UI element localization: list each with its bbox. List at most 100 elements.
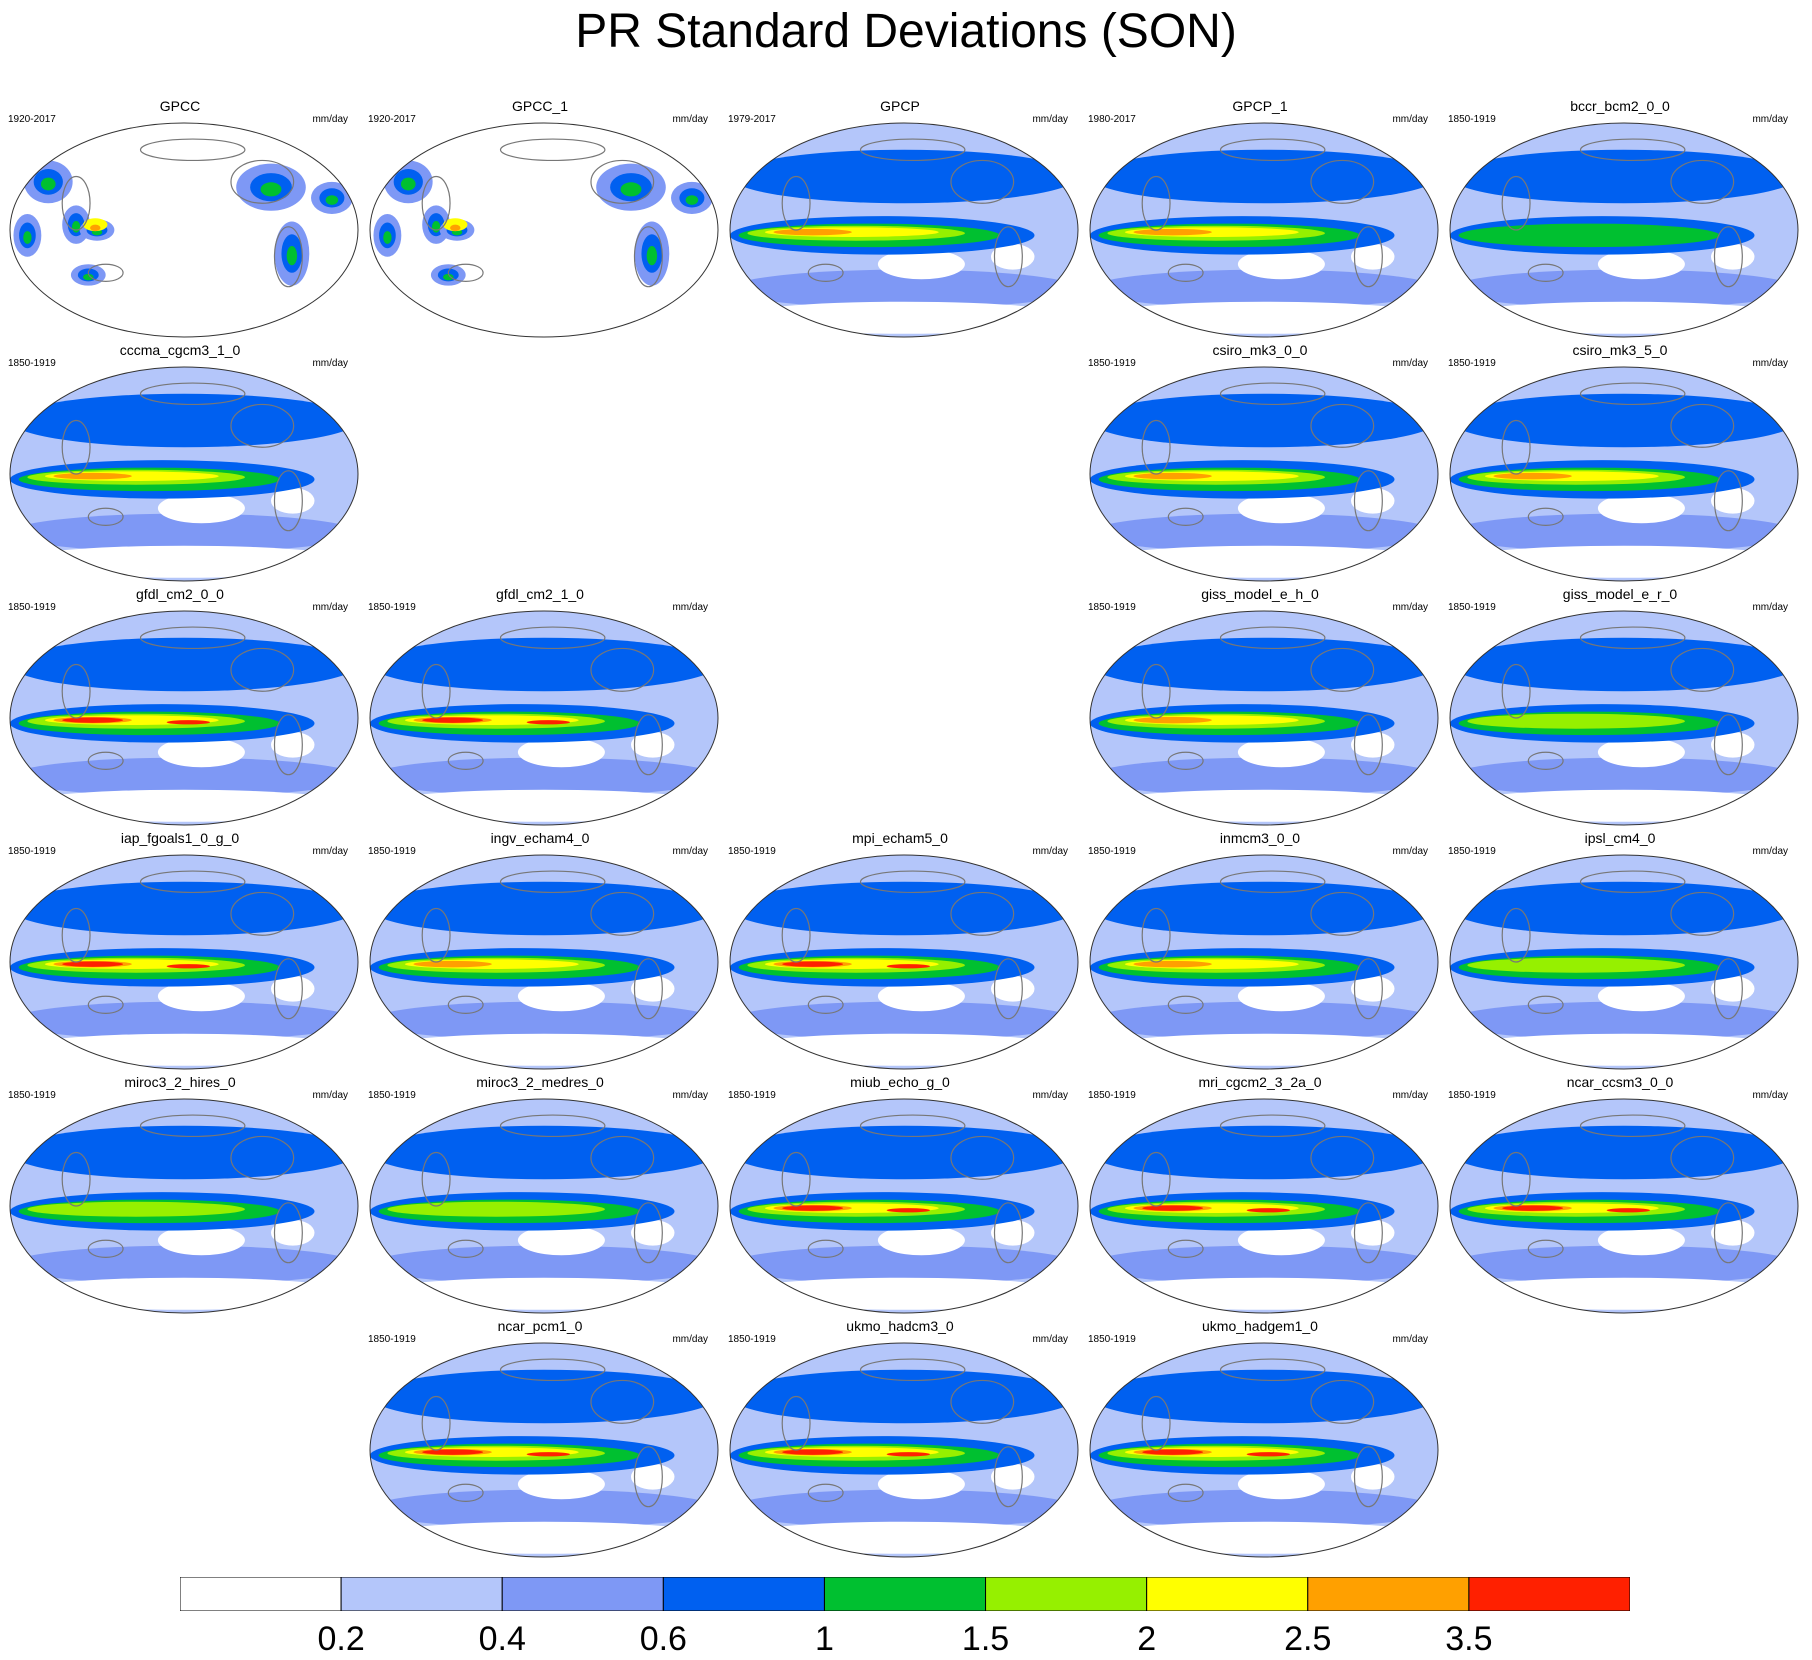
colorbar-tick-label: 0.4	[478, 1620, 526, 1658]
coastline	[1527, 507, 1564, 526]
panel-title: ukmo_hadcm3_0	[846, 1318, 954, 1334]
map-panel: gfdl_cm2_0_0 1850-1919 mm/day	[0, 586, 360, 831]
coastline	[1353, 714, 1383, 776]
global-map	[9, 122, 359, 338]
panel-period: 1980-2017	[1088, 114, 1136, 125]
dry-zone	[991, 243, 1035, 270]
itcz-core	[166, 720, 211, 725]
coastline	[1141, 1151, 1171, 1207]
colorbar-swatch	[1146, 1577, 1309, 1611]
dry-zone	[991, 975, 1035, 1002]
southern-band	[10, 1001, 358, 1041]
itcz-core	[62, 961, 124, 967]
map-border	[1449, 854, 1799, 1070]
coastline	[139, 870, 246, 894]
coastline	[859, 1114, 966, 1138]
coastline	[1713, 226, 1743, 288]
map-border	[729, 122, 1079, 338]
coastline	[1310, 891, 1375, 936]
dry-zone	[271, 975, 315, 1002]
panel-period: 1850-1919	[1088, 1090, 1136, 1101]
map-border	[369, 1342, 719, 1558]
coastline	[1579, 626, 1686, 650]
coastline	[1353, 958, 1383, 1020]
panel-title: gfdl_cm2_0_0	[136, 586, 224, 602]
dry-zone	[1597, 249, 1685, 280]
coastline	[1167, 263, 1204, 282]
coastline	[590, 647, 655, 692]
southern-band	[10, 757, 358, 797]
map-panel: mri_cgcm2_3_2a_0 1850-1919 mm/day	[1080, 1074, 1440, 1319]
panel-units: mm/day	[672, 114, 708, 125]
panel-units: mm/day	[312, 602, 348, 613]
colorbar-swatch	[501, 1577, 664, 1611]
panel-units: mm/day	[1752, 114, 1788, 125]
panel-units: mm/day	[1392, 1090, 1428, 1101]
global-map	[1089, 610, 1439, 826]
panel-title: ncar_ccsm3_0_0	[1566, 1074, 1674, 1090]
itcz-core	[1493, 472, 1572, 480]
map-border	[369, 122, 719, 338]
dry-zone	[1597, 493, 1685, 524]
coastline	[1501, 663, 1531, 719]
coastline	[1167, 995, 1204, 1014]
southern-band	[730, 269, 1078, 309]
panel-period: 1850-1919	[8, 1090, 56, 1101]
dry-zone	[1597, 737, 1685, 768]
coastline	[1310, 1135, 1375, 1180]
map-border	[1089, 122, 1439, 338]
coastline	[61, 419, 91, 475]
colorbar-tick-label: 1	[814, 1620, 834, 1658]
coastline	[1713, 1202, 1743, 1264]
itcz-core	[1142, 1449, 1204, 1455]
dry-zone	[517, 737, 605, 768]
coastline	[230, 1135, 295, 1180]
itcz-band	[1467, 957, 1685, 973]
storm-track	[10, 881, 358, 936]
coastline	[1527, 751, 1564, 770]
panel-period: 1850-1919	[1448, 846, 1496, 857]
coastline	[499, 626, 606, 650]
panel-title: mri_cgcm2_3_2a_0	[1198, 1074, 1322, 1090]
global-map	[1089, 1342, 1439, 1558]
panel-title: GPCC_1	[511, 98, 569, 114]
coastline	[590, 1379, 655, 1424]
colorbar	[180, 1577, 1630, 1611]
map-border	[1449, 1098, 1799, 1314]
dry-zone	[1351, 975, 1395, 1002]
southern-band	[370, 757, 718, 797]
coastline	[1141, 907, 1171, 963]
colorbar-swatch	[823, 1577, 987, 1611]
coastline	[1141, 663, 1171, 719]
dry-zone	[1351, 487, 1395, 514]
panel-title: gfdl_cm2_1_0	[496, 586, 584, 602]
coastline	[633, 1202, 663, 1264]
itcz-core	[53, 472, 132, 480]
map-panel: ncar_pcm1_0 1850-1919 mm/day	[360, 1318, 720, 1563]
itcz-core	[1142, 1205, 1204, 1211]
dry-zone	[271, 487, 315, 514]
coastline	[1501, 907, 1531, 963]
global-map	[729, 122, 1079, 338]
southern-band	[370, 1489, 718, 1529]
land-region	[90, 224, 101, 232]
itcz-core	[773, 228, 852, 236]
global-map	[369, 1342, 719, 1558]
southern-band	[1090, 1245, 1438, 1285]
itcz-core	[422, 717, 484, 723]
land-region	[40, 177, 56, 191]
itcz-core	[526, 720, 571, 725]
global-map	[9, 610, 359, 826]
coastline	[781, 907, 811, 963]
coastline	[139, 382, 246, 406]
global-map	[9, 1098, 359, 1314]
itcz-core	[886, 1452, 931, 1457]
dry-zone	[877, 249, 965, 280]
map-panel: bccr_bcm2_0_0 1850-1919 mm/day	[1440, 98, 1800, 343]
panel-period: 1850-1919	[368, 1334, 416, 1345]
storm-track	[370, 637, 718, 692]
itcz-band	[1467, 713, 1685, 729]
coastline	[61, 663, 91, 719]
colorbar-tick-label: 3.5	[1445, 1620, 1493, 1658]
dry-zone	[157, 1225, 245, 1256]
